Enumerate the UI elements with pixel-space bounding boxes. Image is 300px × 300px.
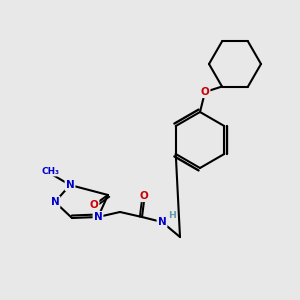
Text: N: N (51, 197, 59, 207)
Text: N: N (158, 217, 166, 227)
Text: CH₃: CH₃ (41, 167, 59, 176)
Text: O: O (201, 87, 209, 97)
Text: O: O (140, 191, 148, 201)
Text: H: H (168, 212, 176, 220)
Text: N: N (66, 180, 74, 190)
Text: N: N (94, 212, 102, 222)
Text: O: O (90, 200, 98, 210)
